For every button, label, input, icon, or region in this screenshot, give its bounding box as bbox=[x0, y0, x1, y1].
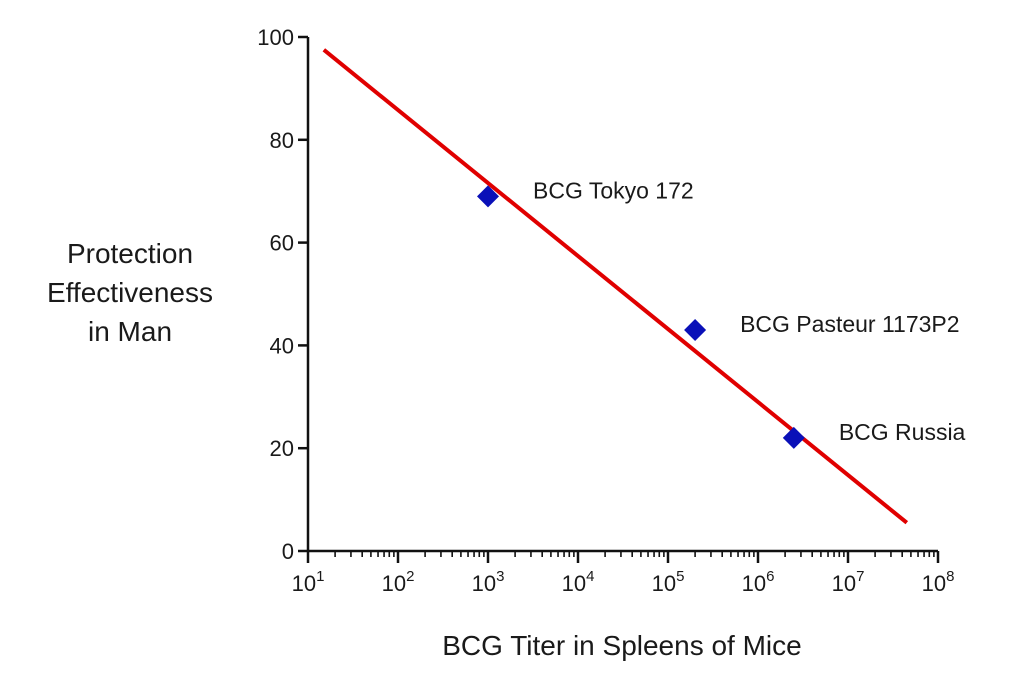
y-tick-label: 100 bbox=[257, 25, 294, 50]
x-tick-label: 105 bbox=[652, 568, 685, 596]
y-tick-label: 0 bbox=[282, 539, 294, 564]
x-tick-label-base: 10 bbox=[292, 571, 316, 596]
y-axis-title-line-2: Effectiveness bbox=[47, 277, 213, 308]
axes bbox=[306, 37, 938, 553]
data-point-diamond bbox=[684, 318, 707, 341]
x-tick-label-exponent: 1 bbox=[316, 568, 324, 585]
data-point-label: BCG Russia bbox=[839, 419, 966, 445]
x-tick-label-exponent: 5 bbox=[676, 568, 684, 585]
data-point-diamond bbox=[477, 185, 499, 208]
y-tick-label: 80 bbox=[270, 128, 294, 153]
y-tick-label: 60 bbox=[270, 231, 294, 256]
regression-line bbox=[322, 48, 909, 525]
data-point-diamond bbox=[782, 426, 805, 449]
y-tick-label: 40 bbox=[270, 333, 294, 358]
x-tick-label-exponent: 4 bbox=[586, 568, 594, 585]
y-axis-title-line-1: Protection bbox=[67, 238, 193, 269]
x-tick-label: 108 bbox=[922, 568, 955, 596]
x-tick-label: 107 bbox=[832, 568, 865, 596]
x-tick-label-base: 10 bbox=[562, 571, 586, 596]
x-tick-label-base: 10 bbox=[742, 571, 766, 596]
x-tick-label-exponent: 7 bbox=[856, 568, 864, 585]
x-tick-label-exponent: 2 bbox=[406, 568, 414, 585]
y-axis-title-line-3: in Man bbox=[88, 316, 172, 347]
x-axis-title: BCG Titer in Spleens of Mice bbox=[442, 630, 801, 661]
data-points: BCG Tokyo 172 BCG Pasteur 1173P2 BCG Russi… bbox=[477, 177, 966, 449]
x-tick-label-exponent: 3 bbox=[496, 568, 504, 585]
x-tick-label: 106 bbox=[742, 568, 775, 596]
x-tick-label-exponent: 6 bbox=[766, 568, 774, 585]
y-tick-label: 20 bbox=[270, 436, 294, 461]
regression-line-group bbox=[322, 48, 909, 525]
y-axis-title: Protection Effectiveness in Man bbox=[47, 238, 213, 347]
x-tick-label-exponent: 8 bbox=[946, 568, 954, 585]
x-ticks: 101 102 103 104 105 106 107 108 bbox=[292, 551, 955, 596]
x-tick-label-base: 10 bbox=[832, 571, 856, 596]
data-point-label: BCG Pasteur 1173P2 bbox=[740, 311, 959, 337]
x-tick-label: 103 bbox=[472, 568, 505, 596]
y-ticks: 0 20 40 60 80 100 bbox=[257, 25, 308, 564]
x-tick-label: 104 bbox=[562, 568, 595, 596]
x-tick-label-base: 10 bbox=[472, 571, 496, 596]
x-tick-label-base: 10 bbox=[382, 571, 406, 596]
data-point-label: BCG Tokyo 172 bbox=[533, 177, 694, 203]
x-tick-label: 101 bbox=[292, 568, 325, 596]
x-tick-label-base: 10 bbox=[922, 571, 946, 596]
x-tick-label: 102 bbox=[382, 568, 415, 596]
x-tick-label-base: 10 bbox=[652, 571, 676, 596]
